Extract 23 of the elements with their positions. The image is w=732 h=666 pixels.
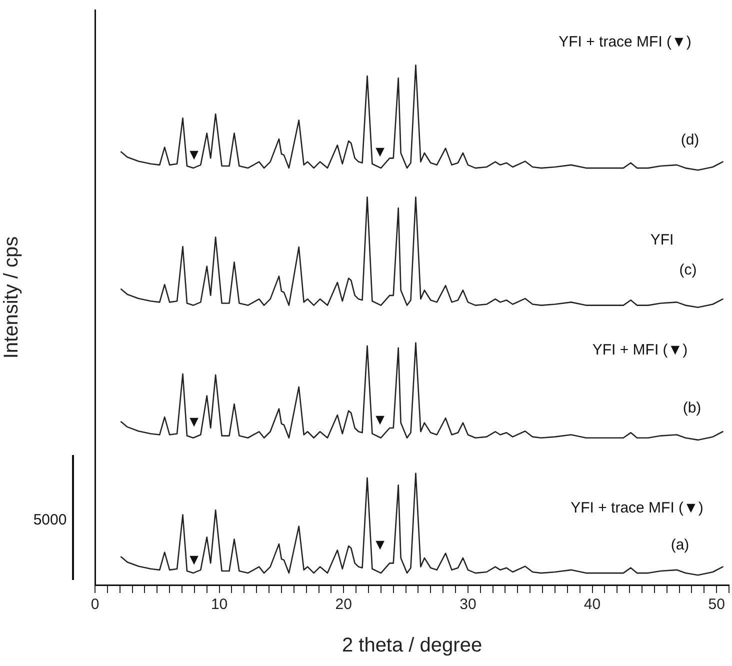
annotation: YFI (650, 232, 674, 248)
annotation: (c) (679, 262, 697, 278)
x-tick-label: 20 (335, 596, 352, 614)
annotation: (d) (680, 132, 700, 148)
annotation: (a) (670, 536, 690, 554)
annotation: ▼ (372, 144, 388, 160)
annotation: ▼ (186, 146, 202, 164)
text: 5000 (33, 512, 67, 528)
annotation: (b) (682, 400, 702, 416)
annotation: YFI + MFI (▼) (592, 342, 688, 358)
x-tick-label: 30 (460, 596, 476, 614)
annotation: ▼ (372, 536, 388, 554)
x-tick-label: 40 (584, 596, 601, 614)
annotation: YFI + trace MFI (▼) (570, 500, 704, 516)
annotation: ▼ (186, 414, 202, 430)
x-tick-label: 10 (210, 596, 228, 614)
y-axis-title: Intensity / cps (0, 236, 23, 359)
x-tick-label: 0 (90, 596, 100, 614)
x-axis-title: 2 theta / degree (342, 634, 482, 657)
x-tick-label: 50 (708, 596, 725, 614)
annotation: ▼ (372, 412, 388, 428)
annotation: ▼ (186, 552, 202, 568)
text: YFI + trace MFI (▼) (558, 34, 692, 50)
